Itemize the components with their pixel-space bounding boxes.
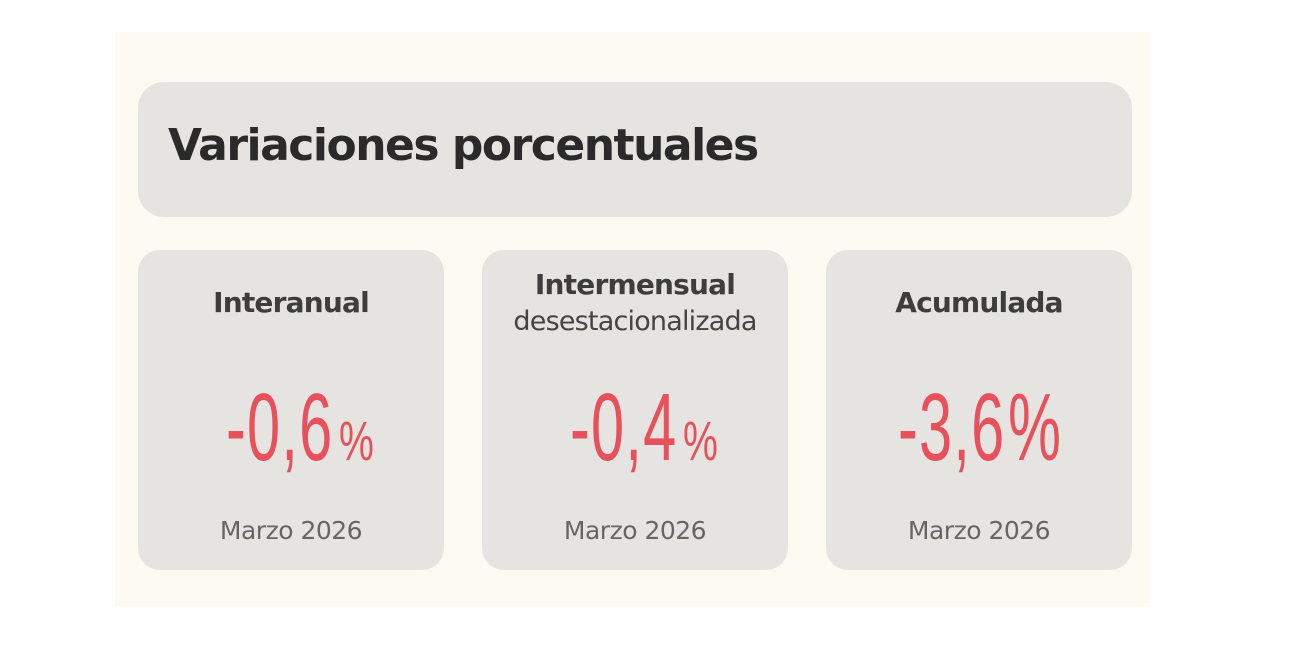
card-acumulada: Acumulada -3,6% Marzo 2026 xyxy=(826,250,1132,570)
percentage-value: -3,6% xyxy=(826,380,1132,476)
card-title: Interanual xyxy=(213,286,370,319)
card-title: Acumulada xyxy=(895,286,1063,319)
card-subtitle: desestacionalizada xyxy=(513,306,757,337)
percentage-value: -0,6% xyxy=(138,380,444,476)
header-panel: Variaciones porcentuales xyxy=(138,82,1132,217)
card-intermensual: Intermensual desestacionalizada -0,4% Ma… xyxy=(482,250,788,570)
card-date: Marzo 2026 xyxy=(563,516,707,545)
card-date: Marzo 2026 xyxy=(907,516,1051,545)
card-date: Marzo 2026 xyxy=(219,516,363,545)
value-number: -0,6 xyxy=(226,374,334,481)
value-number: -3,6 xyxy=(897,374,1006,481)
card-interanual: Interanual -0,6% Marzo 2026 xyxy=(138,250,444,570)
percent-sign: % xyxy=(682,409,718,472)
percent-sign: % xyxy=(338,409,374,472)
card-title: Intermensual xyxy=(534,268,736,301)
percent-sign: % xyxy=(1008,374,1061,481)
value-number: -0,4 xyxy=(570,374,678,481)
percentage-value: -0,4% xyxy=(482,380,788,476)
page-title: Variaciones porcentuales xyxy=(168,120,759,171)
